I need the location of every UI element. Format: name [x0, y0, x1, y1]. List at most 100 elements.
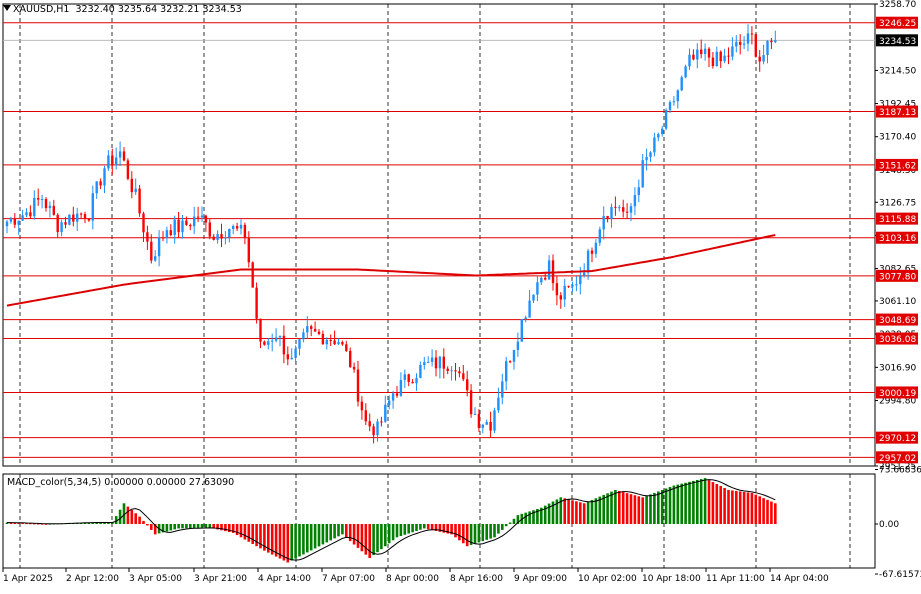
time-scale-label: 8 Apr 16:00 [450, 574, 503, 584]
macd-histogram-bar [325, 524, 329, 543]
candle-body [579, 275, 582, 285]
candle-body [95, 181, 98, 194]
candle-body [485, 422, 488, 425]
macd-histogram-bar [711, 482, 715, 524]
candle-body [64, 222, 67, 225]
macd-histogram-bar [770, 501, 773, 524]
macd-histogram-bar [750, 492, 754, 524]
macd-histogram-bar [251, 524, 254, 544]
dropdown-triangle-icon[interactable] [3, 5, 11, 11]
macd-histogram-bar [696, 479, 699, 524]
candle-body [727, 55, 730, 57]
candle-body [395, 393, 399, 396]
macd-histogram-bar [551, 501, 555, 524]
macd-histogram-bar [239, 524, 243, 538]
candle-body [700, 49, 703, 55]
candle-body [411, 381, 414, 384]
macd-histogram-bar [130, 509, 134, 524]
macd-histogram-bar [33, 523, 36, 525]
macd-histogram-bar [403, 524, 407, 535]
macd-histogram-bar [469, 524, 473, 545]
candle-body [403, 374, 406, 380]
candle-body [333, 340, 336, 345]
macd-histogram-bar [703, 478, 707, 524]
time-scale-label: 11 Apr 11:00 [706, 574, 765, 584]
level-price-label: 3048.69 [879, 316, 916, 326]
moving-average-line [6, 234, 776, 307]
candle-body [469, 390, 473, 415]
macd-histogram-bar [680, 483, 683, 524]
macd-histogram-bar [364, 524, 368, 555]
price-scale-label: 2951.25 [879, 462, 916, 472]
candle-body [610, 206, 613, 220]
candle-body [645, 156, 648, 161]
time-scale-label: 3 Apr 05:00 [129, 574, 182, 584]
level-price-label: 3246.25 [879, 19, 916, 29]
candle-body [388, 400, 391, 405]
candle-body [142, 213, 145, 233]
candle-body [434, 357, 438, 369]
candle-body [555, 283, 559, 296]
macd-histogram-bar [294, 524, 297, 559]
candle-body [575, 284, 578, 286]
macd-histogram-bar [196, 524, 200, 528]
macd-histogram-bar [391, 524, 395, 541]
candle-body [126, 160, 130, 179]
candle-body [415, 377, 418, 384]
price-scale-label: 3192.45 [879, 100, 916, 110]
candle-body [746, 33, 750, 44]
macd-histogram-bar [243, 524, 247, 540]
candle-body [368, 421, 371, 427]
macd-histogram-bar [618, 491, 621, 524]
candle-body [754, 34, 757, 57]
macd-histogram-bar [582, 503, 586, 524]
candle-body [138, 188, 141, 214]
candle-body [711, 57, 715, 67]
macd-histogram-bar [454, 524, 457, 538]
candle-body [540, 277, 543, 283]
candle-body [271, 340, 274, 342]
macd-histogram-bar [664, 488, 668, 524]
candle-body [251, 262, 254, 288]
candle-body [83, 214, 87, 220]
price-scale-label: 3170.40 [879, 133, 916, 143]
candle-body [239, 224, 243, 229]
macd-histogram-bar [442, 524, 446, 533]
macd-histogram-bar [762, 498, 765, 524]
current-price-label: 3234.53 [879, 37, 916, 47]
candle-body [688, 54, 691, 67]
candle-body [501, 381, 504, 398]
candle-body [232, 226, 235, 230]
macd-histogram-bar [399, 524, 403, 537]
macd-histogram-bar [321, 524, 325, 545]
level-price-label: 3187.13 [879, 108, 916, 118]
macd-histogram-bar [36, 523, 40, 525]
level-price-tag [876, 105, 918, 118]
candle-body [762, 55, 765, 62]
macd-histogram-bar [298, 524, 301, 557]
macd-histogram-bar [715, 484, 719, 524]
macd-histogram-bar [309, 524, 313, 551]
macd-histogram-bar [146, 524, 149, 526]
candle-body [189, 224, 192, 227]
macd-histogram-bar [411, 524, 414, 533]
candle-body [185, 220, 188, 225]
candle-body [17, 220, 20, 225]
candle-body [99, 181, 102, 186]
macd-histogram-bar [754, 494, 758, 524]
macd-histogram-bar [263, 524, 266, 551]
candle-body [524, 317, 527, 320]
candle-body [493, 410, 496, 431]
candle-body [391, 393, 395, 401]
macd-histogram-bar [672, 485, 676, 524]
candle-body [360, 401, 364, 411]
level-price-tag [876, 431, 918, 444]
candle-body [735, 42, 738, 47]
macd-scale-label: 0.00 [879, 520, 899, 530]
candle-body [150, 241, 153, 261]
macd-histogram-bar [528, 511, 531, 524]
time-scale-label: 8 Apr 00:00 [386, 574, 439, 584]
macd-signal-line [6, 479, 776, 561]
